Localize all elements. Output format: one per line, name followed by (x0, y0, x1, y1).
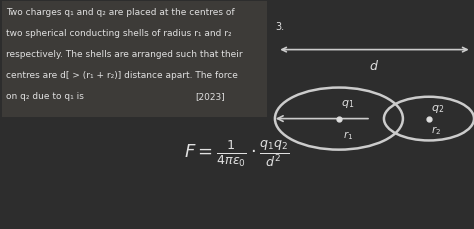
Text: $d$: $d$ (369, 58, 380, 72)
Text: $r_2$: $r_2$ (431, 123, 441, 136)
FancyBboxPatch shape (2, 2, 267, 117)
Text: $r_1$: $r_1$ (343, 128, 353, 141)
Text: $q_2$: $q_2$ (431, 102, 444, 114)
Text: on q₂ due to q₁ is: on q₂ due to q₁ is (6, 92, 84, 101)
Text: respectively. The shells are arranged such that their: respectively. The shells are arranged su… (6, 50, 243, 59)
Text: two spherical conducting shells of radius r₁ and r₂: two spherical conducting shells of radiu… (6, 29, 232, 38)
Text: [2023]: [2023] (195, 92, 225, 101)
Text: $q_1$: $q_1$ (341, 98, 354, 110)
Text: $F = \frac{1}{4\pi\varepsilon_0} \cdot \frac{q_1 q_2}{d^2}$: $F = \frac{1}{4\pi\varepsilon_0} \cdot \… (184, 137, 290, 168)
Text: centres are d[ > (r₁ + r₂)] distance apart. The force: centres are d[ > (r₁ + r₂)] distance apa… (6, 71, 238, 80)
Text: Two charges q₁ and q₂ are placed at the centres of: Two charges q₁ and q₂ are placed at the … (6, 8, 235, 17)
Text: 3.: 3. (275, 22, 284, 32)
